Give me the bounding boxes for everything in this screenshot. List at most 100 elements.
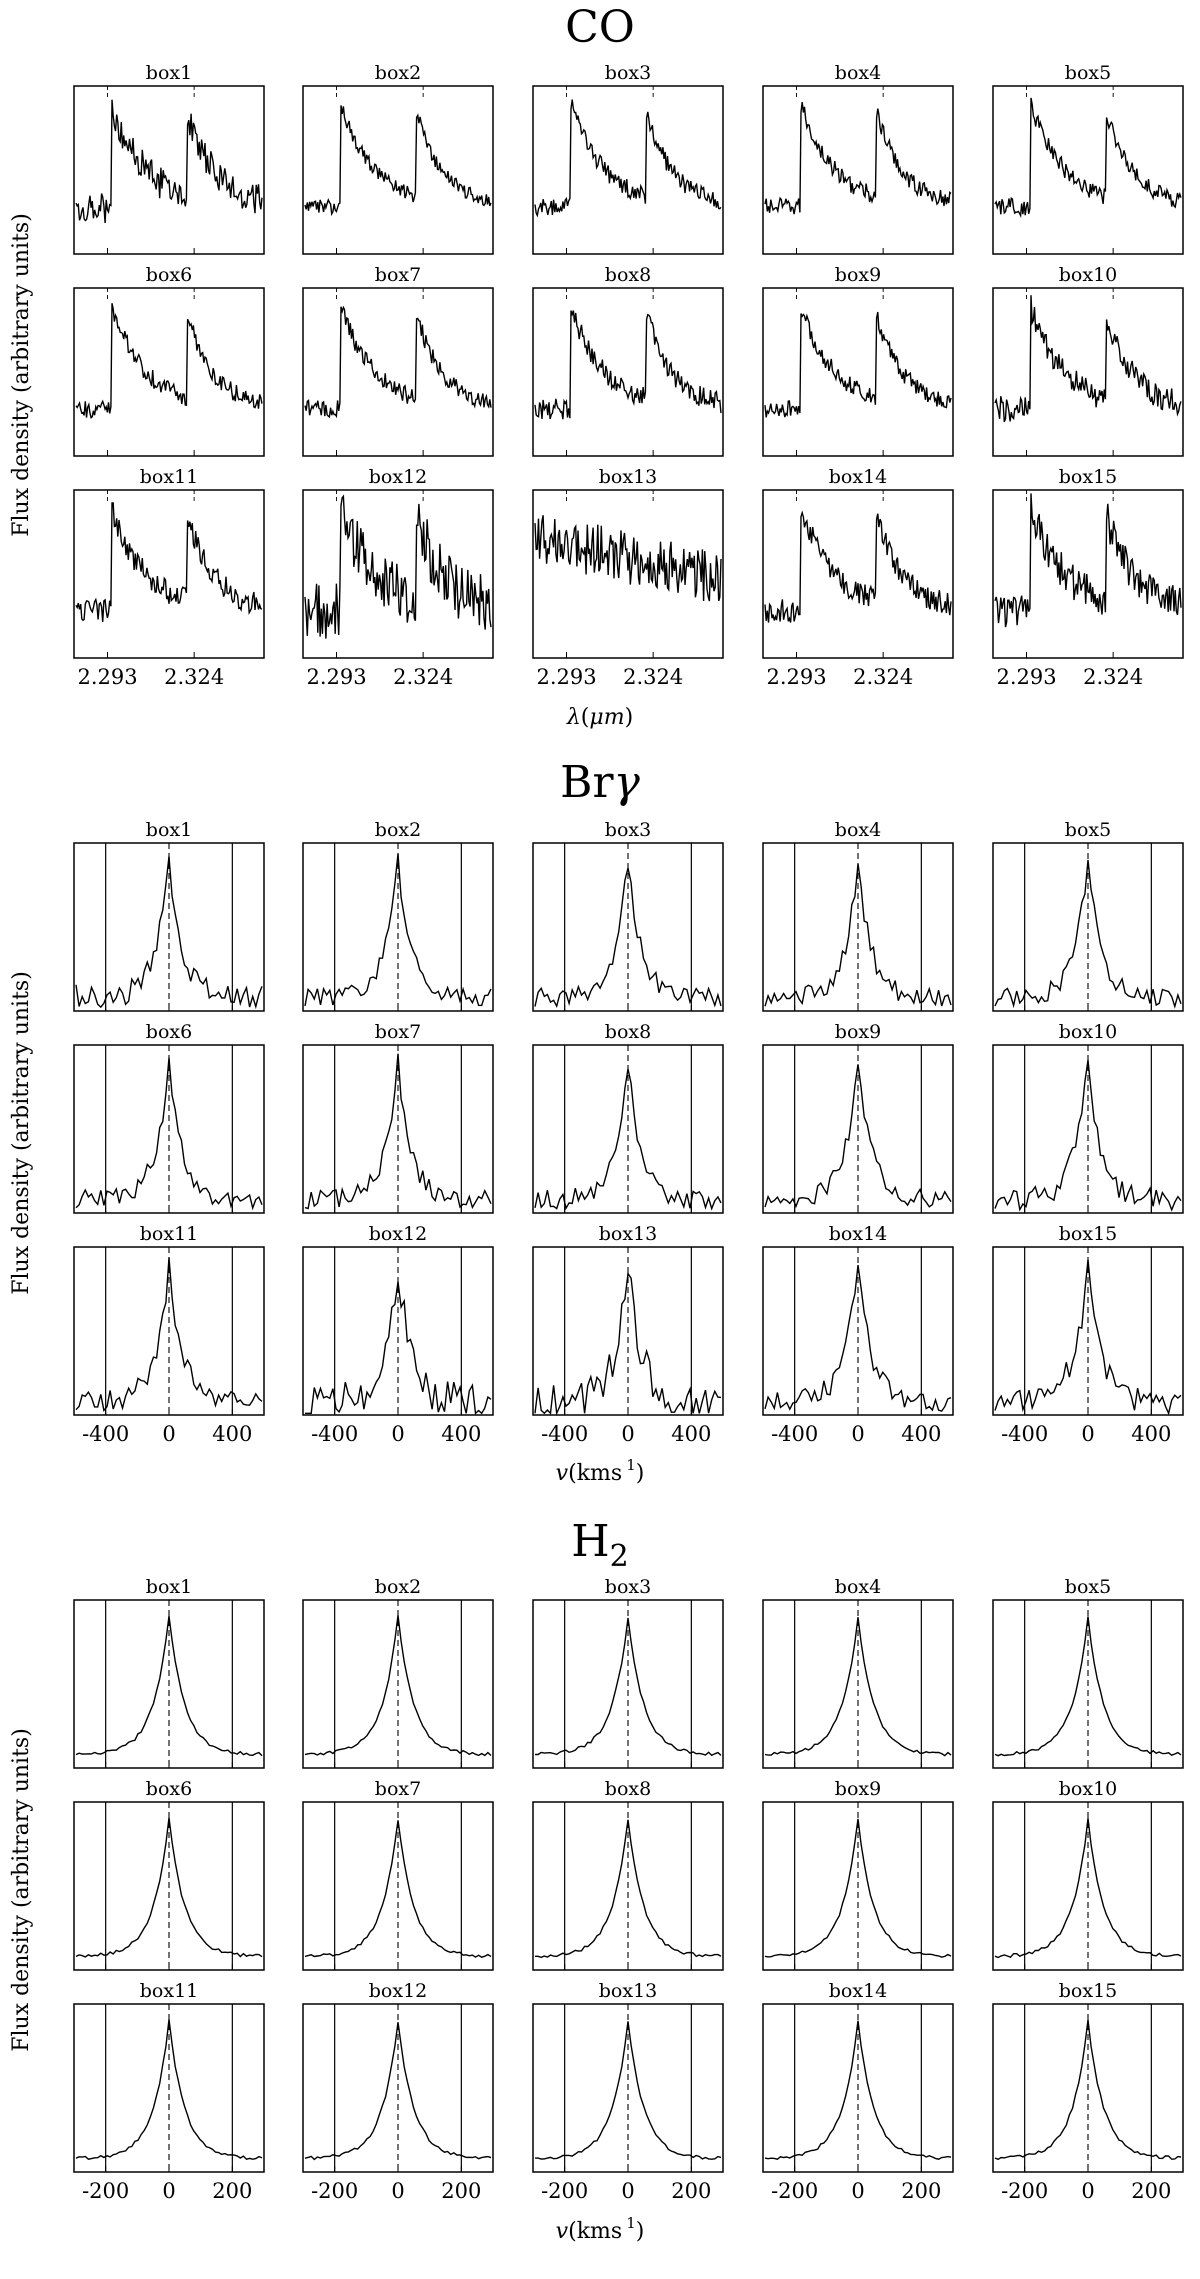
spectrum-line	[994, 2019, 1182, 2161]
panel-title: box14	[829, 466, 888, 488]
x-tick-label: -400	[541, 1422, 588, 1446]
panel-h2-box8: box8	[532, 1778, 724, 1971]
panel-title: box8	[605, 1778, 651, 1800]
spectrum-line	[764, 1064, 952, 1209]
x-tick-label: 2.324	[393, 665, 453, 689]
panel-co-box12: box12 2.293 2.324	[302, 466, 494, 689]
spectrum-line	[304, 1820, 492, 1958]
x-tick-label: 0	[391, 2179, 404, 2203]
x-tick-label: 0	[851, 1422, 864, 1446]
panel-title: box13	[599, 1980, 658, 2002]
panel-brg-box4: box4	[762, 819, 954, 1012]
y-axis-label-brg: Flux density (arbitrary units)	[9, 971, 34, 1295]
spectrum-line	[304, 105, 492, 217]
spectrum-line	[304, 2022, 492, 2161]
chart-title-main: Br	[560, 757, 614, 808]
spectrum-line	[75, 856, 263, 1010]
x-tick-label: -400	[1001, 1422, 1048, 1446]
panel-title: box1	[146, 62, 192, 84]
spectrum-line	[764, 1818, 952, 1958]
spectrum-line	[304, 853, 492, 1007]
panel-title: box14	[829, 1223, 888, 1245]
panel-h2-box7: box7	[302, 1778, 494, 1971]
spectrum-line	[534, 99, 722, 218]
x-axis-symbol: v	[556, 2219, 569, 2244]
x-tick-label: 0	[621, 1422, 634, 1446]
spectrum-line	[994, 859, 1182, 1009]
x-axis-unit: kms	[577, 2219, 622, 2244]
panel-title: box5	[1065, 819, 1111, 841]
spectrum-line	[534, 515, 722, 602]
x-tick-label: -200	[82, 2179, 129, 2203]
panel-frame	[302, 287, 494, 457]
x-tick-label: 200	[441, 2179, 481, 2203]
spectrum-line	[994, 1616, 1182, 1757]
spectrum-line	[764, 1265, 952, 1412]
x-tick-label: 2.293	[306, 665, 366, 689]
panel-co-box6: box6	[73, 264, 265, 457]
panel-brg-box3: box3	[532, 819, 724, 1012]
chart-h2: H2 box1 box2 box3 box4 box5 box6 box7 box8 box9 bo…	[73, 1516, 1184, 2244]
spectrum-line	[75, 502, 263, 622]
panel-co-box13: box13 2.293 2.324	[532, 466, 724, 689]
x-axis-symbol: λ	[566, 705, 581, 730]
panel-h2-box2: box2	[302, 1576, 494, 1769]
x-tick-label: 400	[441, 1422, 481, 1446]
panel-brg-box8: box8	[532, 1021, 724, 1214]
x-tick-label: 200	[1131, 2179, 1171, 2203]
panel-brg-box2: box2	[302, 819, 494, 1012]
x-tick-label: 2.293	[766, 665, 826, 689]
panel-frame	[302, 85, 494, 255]
x-tick-label: -200	[1001, 2179, 1048, 2203]
panel-brg-box6: box6	[73, 1021, 265, 1214]
spectrum-line	[994, 1818, 1182, 1959]
panel-co-box15: box15 2.293 2.324	[992, 466, 1184, 689]
x-tick-label: 2.293	[77, 665, 137, 689]
panel-title: box11	[140, 1980, 199, 2002]
x-axis-open: (	[581, 705, 590, 730]
panel-title: box3	[605, 819, 651, 841]
chart-brg: Brγ box1 box2 box3 box4 box5 box6 box7 box8 box9 b…	[73, 757, 1184, 1486]
spectrum-line	[534, 867, 722, 1009]
x-axis-symbol: v	[556, 1461, 569, 1486]
x-axis-exponent: 1	[626, 2214, 636, 2232]
panel-title: box6	[146, 1778, 192, 1800]
spectrum-line	[994, 295, 1182, 423]
x-tick-label: -200	[771, 2179, 818, 2203]
panel-brg-box1: box1	[73, 819, 265, 1012]
panel-h2-box14: box14 -200 0 200	[762, 1980, 954, 2203]
spectrum-line	[534, 1068, 722, 1211]
x-axis-close: )	[636, 2219, 645, 2244]
panel-co-box4: box4	[762, 62, 954, 255]
panel-h2-box12: box12 -200 0 200	[302, 1980, 494, 2203]
chart-title-main: H	[571, 1516, 609, 1567]
panel-title: box13	[599, 466, 658, 488]
panel-brg-box10: box10	[992, 1021, 1184, 1214]
panel-brg-box13: box13 -400 0 400	[532, 1223, 724, 1446]
x-tick-label: -400	[771, 1422, 818, 1446]
panel-title: box9	[835, 264, 881, 286]
panel-title: box7	[375, 1778, 421, 1800]
x-axis-label-brg: v(kms 1)	[556, 1456, 645, 1486]
panel-title: box10	[1059, 1021, 1118, 1043]
panel-title: box11	[140, 466, 199, 488]
spectrum-line	[535, 2021, 722, 2160]
spectrum-line	[75, 2019, 263, 2160]
panel-h2-box5: box5	[992, 1576, 1184, 1769]
x-tick-label: 2.324	[853, 665, 913, 689]
panel-title: box11	[140, 1223, 199, 1245]
spectrum-line	[764, 2020, 952, 2160]
x-tick-label: 0	[1081, 1422, 1094, 1446]
panel-title: box6	[146, 264, 192, 286]
panel-h2-box4: box4	[762, 1576, 954, 1769]
x-axis-unit: kms	[577, 1461, 622, 1486]
spectrum-line	[75, 1257, 263, 1412]
x-axis-open: (	[568, 2219, 577, 2244]
spectrum-line	[305, 1281, 492, 1415]
panel-co-box8: box8	[532, 264, 724, 457]
x-tick-label: 2.324	[623, 665, 683, 689]
panel-title: box6	[146, 1021, 192, 1043]
panel-co-box3: box3	[532, 62, 724, 255]
panel-frame	[73, 287, 265, 457]
